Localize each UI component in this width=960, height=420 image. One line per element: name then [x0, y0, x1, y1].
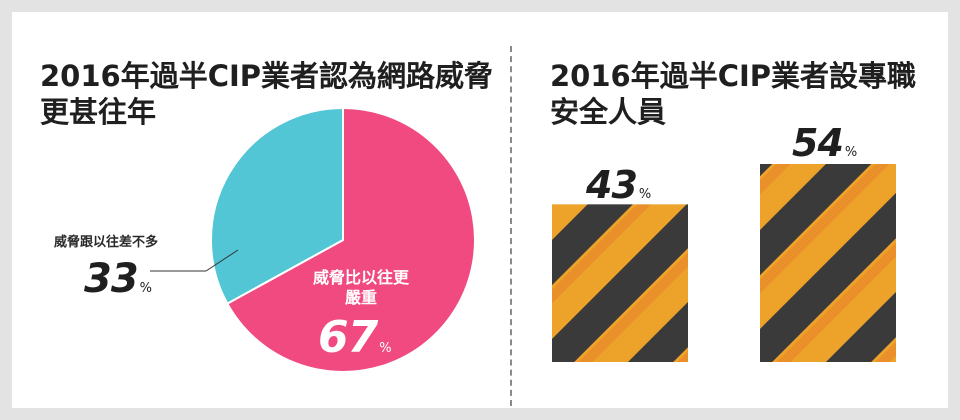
- bar: [760, 164, 896, 362]
- slice-label-same: 威脅跟以往差不多: [54, 235, 159, 250]
- slice-value-worse-unit: %: [379, 341, 392, 356]
- bar-value-unit: %: [638, 187, 652, 202]
- bar-value-label: 43%: [586, 166, 651, 204]
- bar-value-unit: %: [844, 145, 858, 160]
- pie-slice-worse: [225, 106, 477, 373]
- bar-value-number: 54: [792, 121, 844, 165]
- slice-value-worse: 67%: [318, 316, 392, 360]
- slice-value-same-number: 33: [84, 256, 139, 302]
- bar: [552, 204, 688, 362]
- bar-value-number: 43: [586, 163, 638, 207]
- slice-label-worse: 威脅比以往更嚴重: [312, 268, 409, 307]
- pie-slice-same: [210, 106, 344, 305]
- slice-value-same-unit: %: [139, 281, 153, 296]
- slice-value-same: 33%: [84, 259, 152, 299]
- slice-value-worse-number: 67: [318, 312, 378, 363]
- bar-chart-title: 2016年過半CIP業者設專職安全人員: [550, 59, 917, 129]
- bar-value-label: 54%: [792, 124, 857, 162]
- section-divider: [510, 46, 512, 406]
- pie-chart-title: 2016年過半CIP業者認為網路威脅更甚往年: [40, 59, 494, 129]
- callout-leader-line-diagonal: [205, 249, 239, 272]
